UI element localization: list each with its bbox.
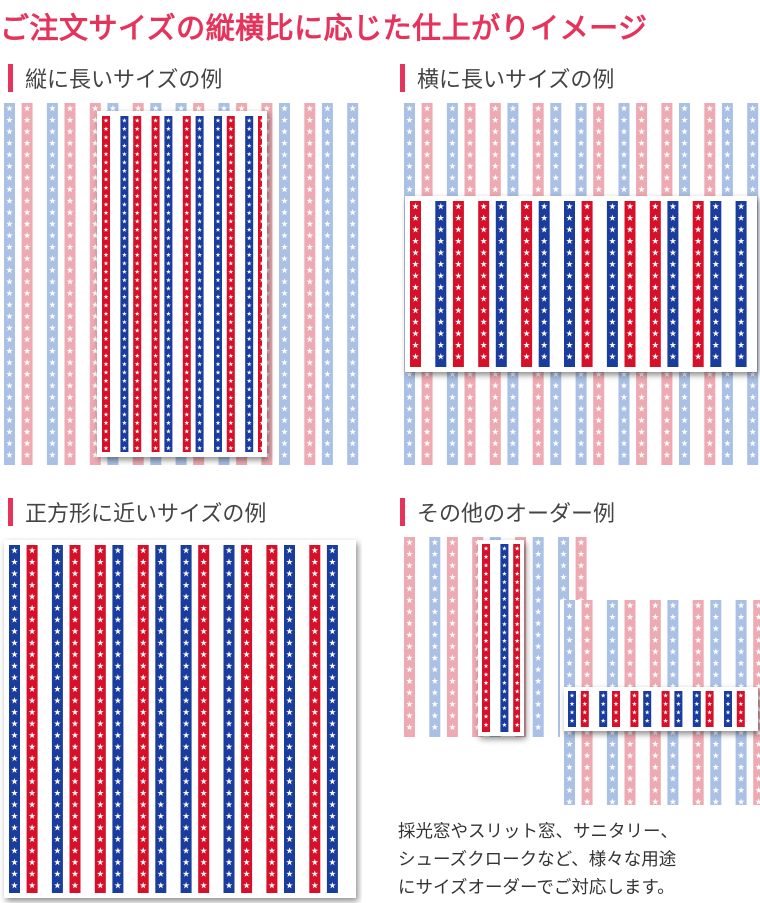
star-stripe-pattern	[568, 691, 754, 727]
section-heading-wide-label: 横に長いサイズの例	[417, 68, 615, 93]
star-stripe-pattern	[482, 544, 520, 732]
note-line: 採光窓やスリット窓、サニタリー、	[398, 822, 678, 842]
stripe-graphic	[9, 545, 351, 893]
stripe-graphic	[568, 691, 754, 727]
square-fabric-preview	[4, 540, 356, 898]
tall-example-panel	[0, 103, 360, 465]
section-heading-square: 正方形に近いサイズの例	[8, 497, 266, 527]
square-example-panel	[0, 537, 362, 903]
stripe-graphic	[410, 201, 752, 367]
star-stripe-pattern	[102, 116, 262, 452]
section-heading-other: その他のオーダー例	[400, 497, 615, 527]
heading-accent-bar	[8, 498, 13, 526]
section-heading-tall-label: 縦に長いサイズの例	[25, 68, 223, 93]
wide-fabric-preview	[405, 196, 757, 372]
heading-accent-bar	[8, 64, 13, 92]
low-wide-fabric-preview	[564, 687, 758, 731]
slit-fabric-preview	[478, 540, 524, 736]
section-heading-wide: 横に長いサイズの例	[400, 63, 614, 93]
star-stripe-pattern	[410, 201, 752, 367]
stripe-graphic	[482, 544, 520, 732]
note-line: シューズクロークなど、様々な用途	[398, 850, 677, 870]
page-title: ご注文サイズの縦横比に応じた仕上がりイメージ	[0, 11, 648, 45]
other-examples-note: 採光窓やスリット窓、サニタリー、 シューズクロークなど、様々な用途 にサイズオー…	[398, 818, 760, 902]
stripe-graphic	[102, 116, 262, 452]
tall-fabric-preview	[97, 111, 267, 457]
note-line: にサイズオーダーでご対応します。	[398, 878, 675, 898]
wide-example-panel	[400, 103, 760, 465]
section-heading-other-label: その他のオーダー例	[417, 502, 616, 527]
section-heading-square-label: 正方形に近いサイズの例	[25, 502, 267, 527]
heading-accent-bar	[400, 64, 405, 92]
heading-accent-bar	[400, 498, 405, 526]
star-stripe-pattern	[9, 545, 351, 893]
section-heading-tall: 縦に長いサイズの例	[8, 63, 222, 93]
other-example-panel	[400, 537, 760, 807]
